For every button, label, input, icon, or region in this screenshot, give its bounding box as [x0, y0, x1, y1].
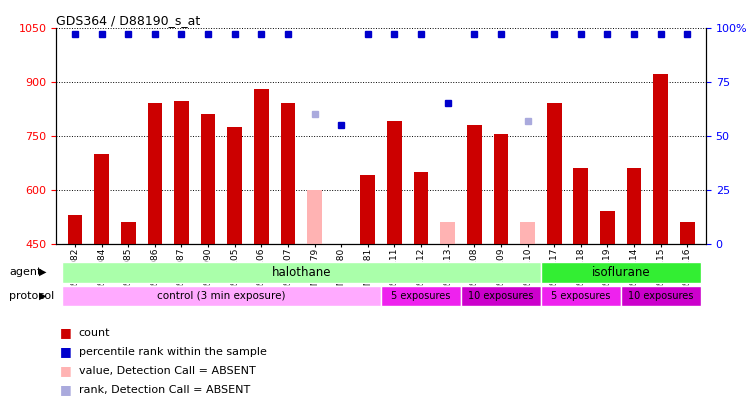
Text: isoflurane: isoflurane: [592, 266, 650, 279]
Text: halothane: halothane: [272, 266, 331, 279]
Bar: [461, 286, 541, 307]
Bar: [414, 171, 428, 244]
Bar: [680, 222, 695, 244]
Text: ▶: ▶: [39, 291, 47, 301]
Text: 5 exposures: 5 exposures: [551, 291, 611, 301]
Bar: [68, 215, 83, 244]
Bar: [541, 286, 621, 307]
Text: GDS364 / D88190_s_at: GDS364 / D88190_s_at: [56, 13, 201, 27]
Bar: [574, 168, 588, 244]
Text: protocol: protocol: [9, 291, 54, 301]
Bar: [541, 262, 701, 283]
Bar: [62, 286, 381, 307]
Bar: [520, 222, 535, 244]
Bar: [653, 74, 668, 244]
Bar: [121, 222, 135, 244]
Text: value, Detection Call = ABSENT: value, Detection Call = ABSENT: [79, 366, 255, 376]
Text: rank, Detection Call = ABSENT: rank, Detection Call = ABSENT: [79, 385, 250, 395]
Bar: [621, 286, 701, 307]
Text: agent: agent: [9, 267, 41, 277]
Bar: [387, 121, 402, 244]
Text: ▶: ▶: [39, 267, 47, 277]
Text: percentile rank within the sample: percentile rank within the sample: [79, 346, 267, 357]
Bar: [254, 89, 269, 244]
Bar: [174, 101, 189, 244]
Text: control (3 min exposure): control (3 min exposure): [157, 291, 285, 301]
Bar: [307, 190, 322, 244]
Bar: [627, 168, 641, 244]
Bar: [281, 103, 295, 244]
Text: ■: ■: [60, 383, 72, 396]
Bar: [493, 134, 508, 244]
Text: 5 exposures: 5 exposures: [391, 291, 451, 301]
Text: ■: ■: [60, 326, 72, 339]
Bar: [360, 175, 376, 244]
Bar: [95, 154, 109, 244]
Text: 10 exposures: 10 exposures: [469, 291, 534, 301]
Bar: [467, 125, 481, 244]
Bar: [440, 222, 455, 244]
Text: count: count: [79, 327, 110, 338]
Text: 10 exposures: 10 exposures: [628, 291, 693, 301]
Bar: [228, 127, 242, 244]
Text: ■: ■: [60, 345, 72, 358]
Bar: [381, 286, 461, 307]
Text: ■: ■: [60, 364, 72, 377]
Bar: [547, 103, 562, 244]
Bar: [201, 114, 216, 244]
Bar: [600, 211, 615, 244]
Bar: [147, 103, 162, 244]
Bar: [62, 262, 541, 283]
